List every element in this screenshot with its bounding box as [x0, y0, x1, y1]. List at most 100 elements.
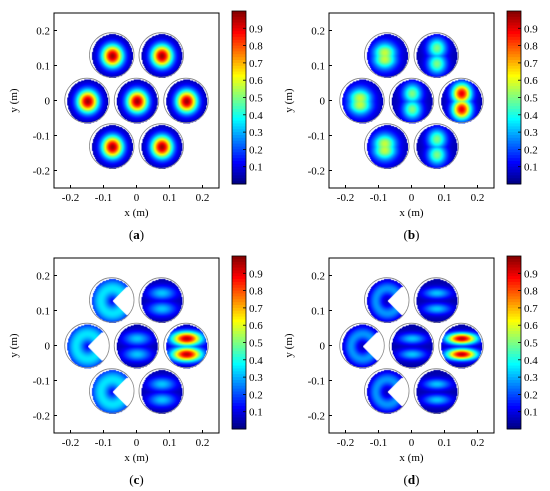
- colorbar-segment: [232, 411, 246, 416]
- colorbar-segment: [232, 57, 246, 61]
- colorbar-tick-label: 0.4: [524, 355, 538, 367]
- y-tick-label: 0: [45, 341, 51, 353]
- colorbar-segment: [232, 175, 246, 179]
- spot-outline: [113, 322, 160, 369]
- colorbar-segment: [232, 68, 246, 73]
- colorbar-segment: [507, 256, 521, 260]
- colorbar-segment: [507, 293, 521, 297]
- colorbar-segment: [507, 117, 521, 122]
- y-axis-label: y (m): [283, 88, 295, 112]
- colorbar-tick-label: 0.7: [249, 58, 263, 70]
- heatmap-spot: [390, 78, 433, 124]
- colorbar-segment: [507, 281, 521, 286]
- panel-a: -0.2 -0.1 0 0.1 0.2 0.2 0.1 0 -0.1 -0.2 x (m) y (m)…: [0, 0, 275, 245]
- colorbar-segment: [232, 155, 246, 159]
- colorbar-segment: [507, 345, 521, 349]
- colorbar-segment: [232, 22, 246, 26]
- panel-c: -0.2 -0.1 0 0.1 0.2 0.2 0.1 0 -0.1 -0.2 x (m) y (m)…: [0, 245, 275, 490]
- colorbar-segment: [232, 391, 246, 395]
- colorbar-segment: [507, 39, 521, 44]
- colorbar-segment: [232, 143, 246, 148]
- colorbar-segment: [232, 97, 246, 101]
- colorbar-segment: [232, 319, 246, 323]
- spot-outline: [413, 32, 459, 78]
- colorbar-tick-label: 0.2: [524, 389, 538, 401]
- colorbar-segment: [232, 163, 246, 168]
- colorbar-segment: [507, 77, 521, 81]
- x-tick-label: -0.2: [337, 192, 354, 204]
- colorbar-segment: [507, 365, 521, 369]
- colorbar-segment: [507, 149, 521, 153]
- colorbar-segment: [507, 132, 521, 136]
- colorbar-segment: [232, 336, 246, 341]
- colorbar-segment: [507, 106, 521, 110]
- colorbar-segment: [232, 158, 246, 162]
- colorbar-tick-label: 0.3: [249, 372, 263, 384]
- colorbar-segment: [232, 34, 246, 38]
- spot-outline: [364, 32, 410, 78]
- colorbar-segment: [232, 48, 246, 52]
- colorbar-segment: [507, 388, 521, 393]
- colorbar-segment: [507, 408, 521, 413]
- colorbar-segment: [507, 146, 521, 150]
- x-tick-label: 0: [134, 192, 140, 204]
- colorbar-segment: [232, 403, 246, 407]
- colorbar-segment: [507, 28, 521, 32]
- colorbar-segment: [507, 111, 521, 116]
- y-tick-label: -0.1: [308, 376, 325, 388]
- colorbar-segment: [232, 62, 246, 67]
- colorbar-segment: [507, 19, 521, 24]
- colorbar-segment: [232, 54, 246, 58]
- colorbar-segment: [507, 97, 521, 101]
- colorbar-tick-label: 0.3: [524, 372, 538, 384]
- colorbar-segment: [507, 414, 521, 418]
- colorbar-segment: [232, 103, 246, 107]
- x-axis-label: x (m): [124, 452, 148, 464]
- y-tick-label: -0.2: [308, 166, 325, 178]
- colorbar-segment: [507, 405, 521, 410]
- heatmap-spot: [365, 368, 408, 414]
- chart-b: -0.2 -0.1 0 0.1 0.2 0.2 0.1 0 -0.1 -0.2 x (m) y (m)…: [283, 10, 538, 242]
- colorbar-segment: [507, 354, 521, 358]
- heatmap-spot: [66, 78, 109, 124]
- chart-a: -0.2 -0.1 0 0.1 0.2 0.2 0.1 0 -0.1 -0.2 x (m) y (m)…: [8, 10, 263, 242]
- spot-outline: [89, 277, 135, 323]
- colorbar-segment: [507, 302, 521, 306]
- y-tick-label: -0.2: [33, 166, 50, 178]
- colorbar-segment: [232, 397, 246, 401]
- colorbar-segment: [507, 351, 521, 355]
- y-tick-label: 0.1: [36, 61, 50, 73]
- colorbar-segment: [507, 267, 521, 271]
- x-tick-label: 0.1: [163, 437, 177, 449]
- y-tick-label: 0.2: [311, 26, 325, 38]
- y-tick-label: -0.2: [33, 411, 50, 423]
- spot-outline: [89, 32, 135, 78]
- colorbar-segment: [232, 362, 246, 367]
- colorbar-segment: [232, 65, 246, 70]
- colorbar-segment: [507, 100, 521, 104]
- colorbar-segment: [507, 423, 521, 427]
- colorbar-tick-label: 0.4: [249, 355, 263, 367]
- colorbar-segment: [232, 351, 246, 355]
- spot-outline: [138, 32, 184, 78]
- colorbar-segment: [507, 348, 521, 352]
- colorbar-segment: [232, 11, 246, 15]
- colorbar-segment: [507, 333, 521, 338]
- colorbar-segment: [507, 25, 521, 29]
- colorbar-segment: [507, 172, 521, 176]
- x-tick-label: 0.2: [471, 437, 485, 449]
- colorbar-segment: [232, 111, 246, 116]
- colorbar-segment: [507, 310, 521, 315]
- colorbar-segment: [232, 146, 246, 150]
- colorbar-segment: [507, 94, 521, 98]
- colorbar-segment: [232, 379, 246, 384]
- colorbar-tick-label: 0.7: [524, 58, 538, 70]
- colorbar-segment: [507, 322, 521, 326]
- heatmap-spot: [115, 323, 158, 369]
- colorbar-segment: [507, 342, 521, 346]
- colorbar-segment: [507, 155, 521, 159]
- colorbar-segment: [507, 137, 521, 142]
- heatmap-spot: [415, 277, 458, 323]
- heatmap-spot: [140, 123, 183, 169]
- colorbar-segment: [507, 356, 521, 361]
